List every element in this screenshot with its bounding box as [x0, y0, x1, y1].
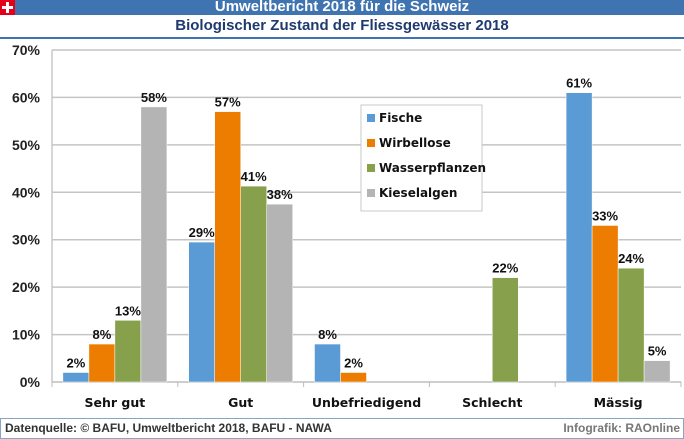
data-label: 2%	[344, 356, 363, 371]
y-tick-label: 50%	[12, 137, 41, 153]
data-label: 8%	[318, 327, 337, 342]
legend-entry: Wasserpflanzen	[379, 161, 486, 175]
data-label: 2%	[67, 356, 86, 371]
bar	[565, 92, 593, 383]
data-label: 61%	[566, 76, 592, 91]
footer: Datenquelle: © BAFU, Umweltbericht 2018,…	[0, 418, 684, 439]
bar	[314, 343, 341, 383]
data-label: 38%	[267, 187, 293, 202]
bar	[214, 111, 241, 383]
page-title: Umweltbericht 2018 für die Schweiz	[214, 0, 470, 15]
bar	[240, 185, 267, 383]
legend-swatch	[367, 139, 375, 147]
data-label: 8%	[93, 327, 112, 342]
legend-entry: Fische	[379, 111, 422, 125]
bar	[266, 203, 293, 383]
bar	[591, 225, 619, 383]
y-tick-label: 40%	[12, 184, 41, 200]
legend-box	[360, 104, 483, 212]
data-label: 29%	[189, 225, 215, 240]
data-label: 5%	[648, 344, 667, 359]
bar	[88, 343, 116, 383]
legend: Fische Wirbellose Wasserpflanzen Kieselalge…	[360, 104, 486, 212]
bars	[62, 92, 671, 383]
x-category-label: Sehr gut	[85, 395, 146, 410]
data-label: 33%	[592, 208, 618, 223]
y-axis: 0% 10% 20% 30% 40% 50% 60% 70%	[12, 42, 53, 390]
swiss-flag-icon	[0, 0, 15, 15]
x-category-label: Gut	[228, 395, 253, 410]
legend-swatch	[367, 189, 375, 197]
legend-entry: Wirbellose	[379, 136, 451, 150]
bar	[114, 320, 142, 383]
credit-text: Infografik: RAOnline	[563, 421, 680, 435]
chart-title: Biologischer Zustand der Fliessgewässer …	[175, 17, 509, 34]
y-tick-label: 20%	[12, 279, 41, 295]
y-tick-label: 10%	[12, 327, 41, 343]
legend-swatch	[367, 114, 375, 122]
x-category-label: Unbefriedigend	[312, 395, 421, 410]
bar	[340, 372, 367, 383]
y-tick-label: 0%	[20, 374, 41, 390]
bar	[492, 277, 519, 383]
legend-swatch	[367, 164, 375, 172]
bar	[140, 106, 168, 383]
source-text: Datenquelle: © BAFU, Umweltbericht 2018,…	[5, 421, 332, 435]
data-label: 13%	[115, 303, 141, 318]
data-labels: 2%8%13%58%29%57%41%38%8%2%22%61%33%24%5%	[67, 76, 667, 371]
legend-entry: Kieselalgen	[379, 186, 457, 200]
bar	[643, 360, 671, 383]
y-tick-label: 30%	[12, 232, 41, 248]
y-tick-label: 60%	[12, 89, 41, 105]
data-label: 22%	[492, 261, 518, 276]
bar	[617, 267, 645, 383]
x-category-label: Schlecht	[462, 395, 522, 410]
data-label: 41%	[241, 169, 267, 184]
data-label: 24%	[618, 251, 644, 266]
x-axis: Sehr gut Gut Unbefriedigend Schlecht Mässig	[51, 382, 682, 410]
data-label: 57%	[215, 95, 241, 110]
y-tick-label: 70%	[12, 42, 41, 58]
bar	[62, 372, 90, 383]
data-label: 58%	[141, 90, 167, 105]
x-category-label: Mässig	[594, 395, 643, 410]
title-divider	[0, 37, 684, 39]
bar	[188, 241, 215, 383]
bar-chart: 0%10%20%30%40%50%60%70% 2%8%13%58%29%57%…	[12, 42, 682, 410]
header-bar	[0, 0, 684, 15]
